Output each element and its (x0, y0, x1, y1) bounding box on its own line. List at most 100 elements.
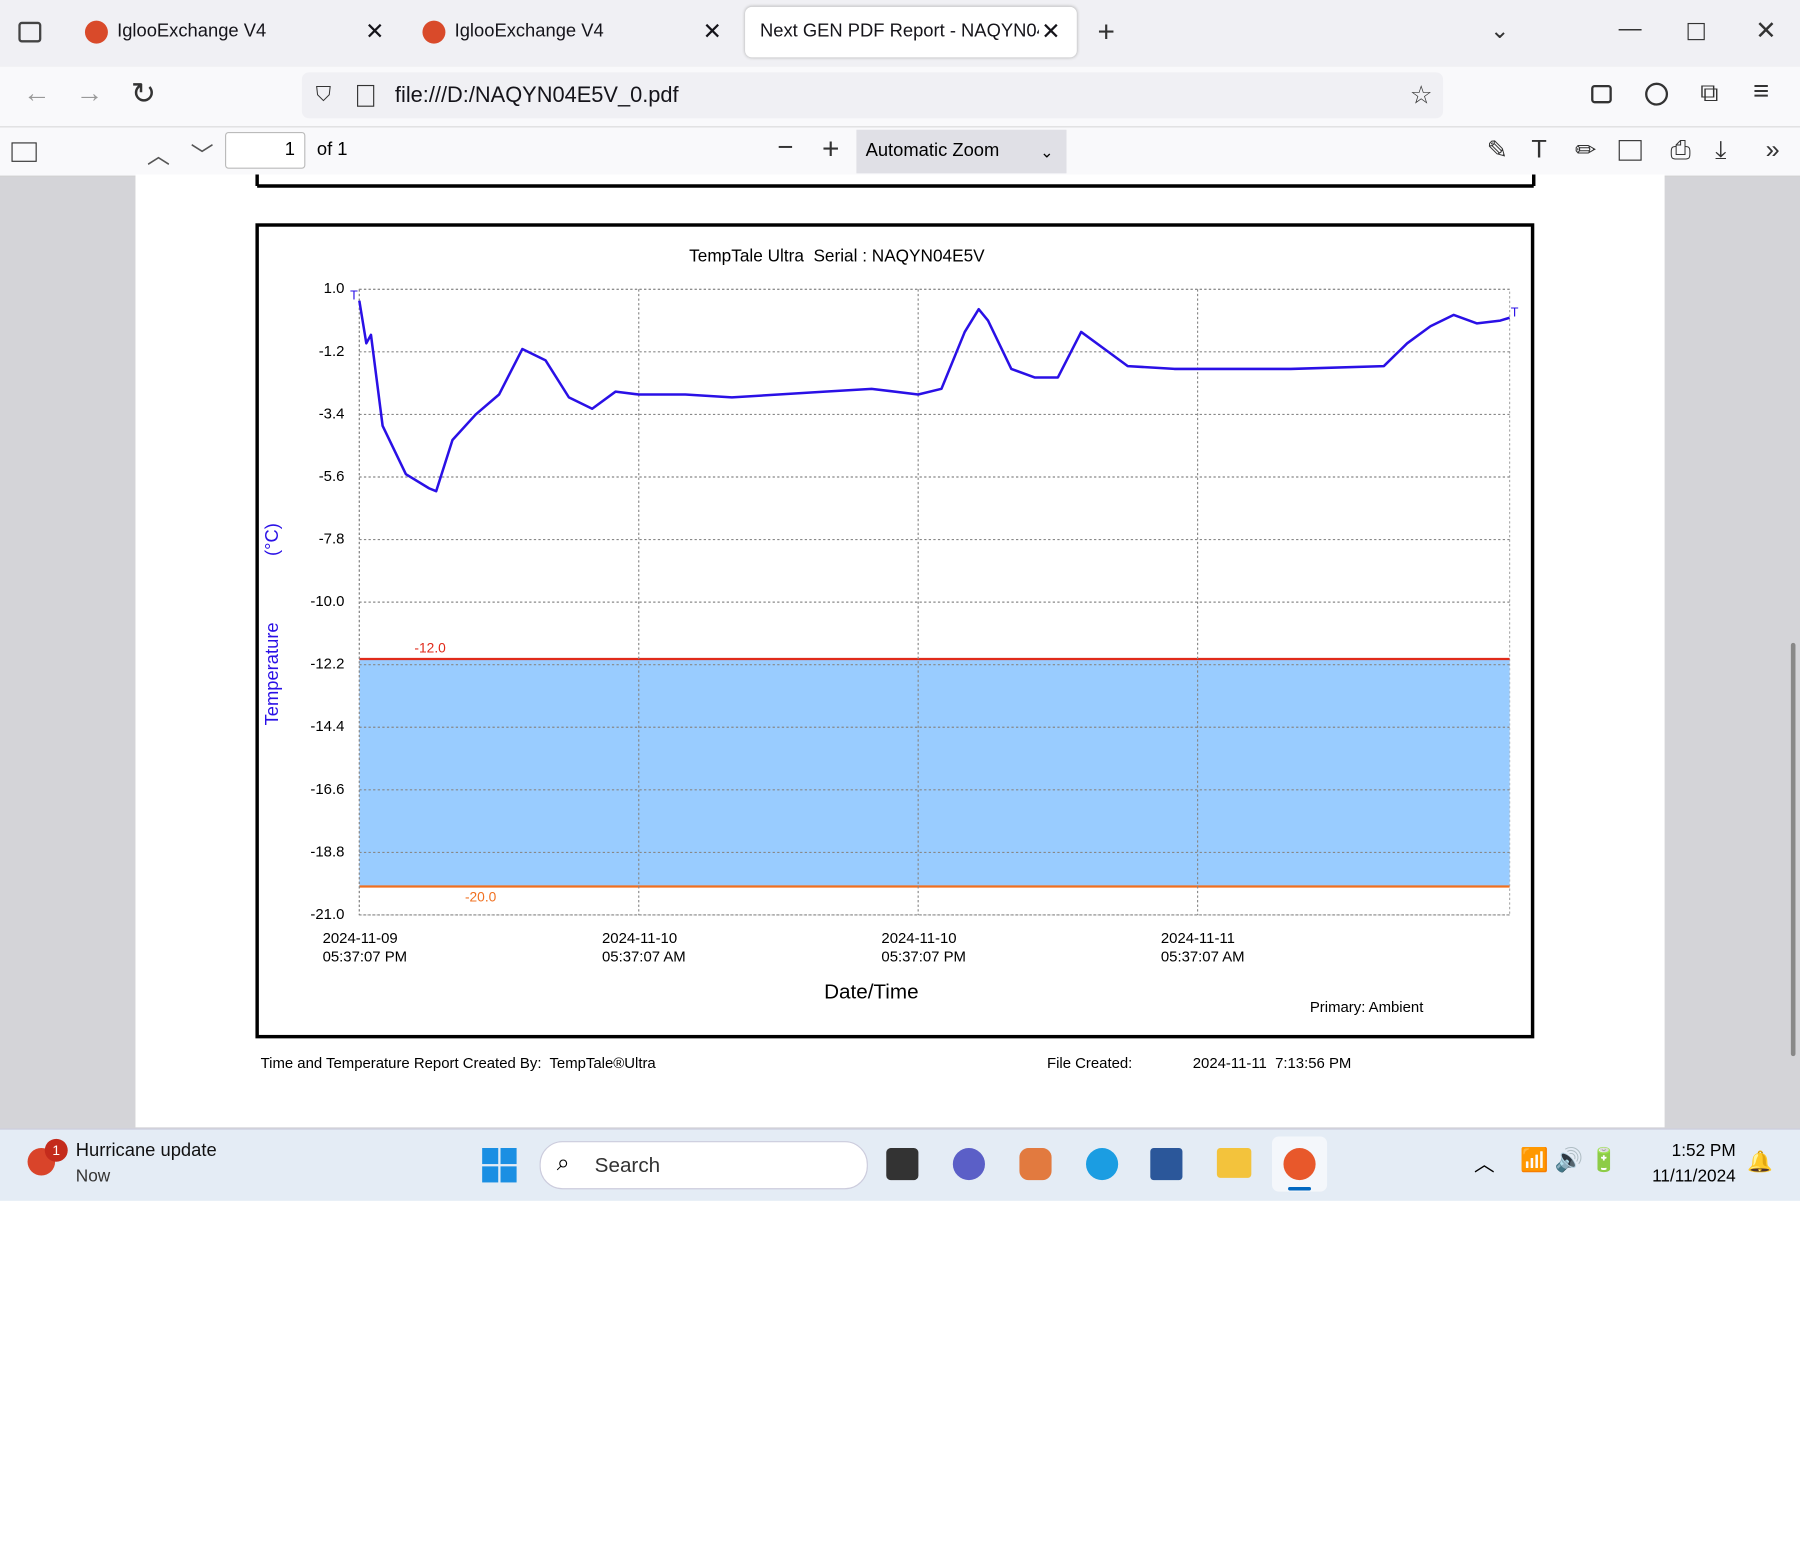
app-icon[interactable] (1150, 1148, 1183, 1181)
extensions[interactable]: ⧉ (1700, 78, 1719, 107)
start-button[interactable] (482, 1148, 517, 1183)
y-tick-label: -3.4 (319, 405, 345, 422)
minimize[interactable]: — (1618, 16, 1642, 42)
y-axis-label: Temperature (261, 622, 282, 725)
x-tick-date: 2024-11-09 (323, 930, 398, 947)
more-tools[interactable]: » (1765, 134, 1780, 164)
close-icon[interactable]: ✕ (1041, 19, 1061, 45)
close-window[interactable]: ✕ (1755, 16, 1777, 45)
text-tool[interactable]: T (1531, 134, 1547, 164)
notification-time: Now (75, 1166, 111, 1186)
clock-time[interactable]: 1:52 PM (1671, 1141, 1736, 1161)
app-icon[interactable] (886, 1148, 919, 1181)
tab-title: Next GEN PDF Report - NAQYN04E (759, 21, 1039, 42)
tab[interactable]: IglooExchange V4 ✕ (80, 7, 390, 58)
y-tick-label: -18.8 (310, 843, 344, 860)
active-app[interactable] (1271, 1136, 1328, 1192)
tab-title: IglooExchange V4 (454, 21, 604, 42)
url-text: file:///D:/NAQYN04E5V_0.pdf (394, 83, 679, 108)
next-page[interactable]: ﹀ (190, 143, 214, 169)
scrollbar[interactable] (1790, 642, 1796, 1057)
limit-label: -12.0 (414, 640, 446, 655)
notification-title[interactable]: Hurricane update (75, 1141, 217, 1161)
forward[interactable]: → (75, 78, 104, 110)
url-bar[interactable]: ⛉ file:///D:/NAQYN04E5V_0.pdf ☆ (301, 72, 1444, 119)
page-input[interactable]: 1 (225, 132, 306, 169)
start-marker: T (350, 288, 358, 302)
restore[interactable] (1687, 22, 1705, 41)
data-line (358, 300, 1510, 493)
x-tick-label: 2024-11-10 05:37:07 PM (881, 930, 966, 965)
print[interactable]: ⎙ (1670, 135, 1691, 165)
y-tick-label: 1.0 (324, 280, 345, 297)
pocket[interactable] (1591, 84, 1612, 104)
tab[interactable]: IglooExchange V4 ✕ (418, 7, 728, 58)
y-tick-label: -12.2 (310, 656, 344, 673)
page-count: of 1 (316, 140, 348, 160)
account[interactable] (1645, 82, 1669, 106)
active-tab[interactable]: Next GEN PDF Report - NAQYN04E ✕ (745, 6, 1077, 58)
taskbar: 1 Hurricane update Now ⌕ Search ︿ 📶 🔊 🔋 1… (0, 1128, 1800, 1201)
close-icon[interactable]: ✕ (365, 19, 385, 45)
file-created-value: 2024-11-11 7:13:56 PM (1193, 1055, 1352, 1072)
new-tab-button[interactable]: + (1097, 13, 1115, 49)
chart: TempTale Ultra Serial : NAQYN04E5V Tempe… (255, 174, 1536, 1072)
clock-date[interactable]: 11/11/2024 (1652, 1166, 1736, 1186)
end-marker: T (1511, 305, 1519, 319)
highlight-tool[interactable]: ✎ (1486, 135, 1508, 165)
zoom-out[interactable]: − (777, 132, 794, 164)
report-created-by: Time and Temperature Report Created By: … (261, 1055, 657, 1072)
chart-title: TempTale Ultra Serial : NAQYN04E5V (689, 246, 985, 266)
sidebar-toggle[interactable] (11, 142, 37, 162)
x-tick-time: 05:37:07 PM (323, 948, 408, 965)
y-axis-unit: (°C) (261, 523, 282, 556)
file-icon (357, 84, 375, 107)
pdf-toolbar: ︿ ﹀ 1 of 1 − + Automatic Zoom ⌄ ✎ T ✏ ⎙ ⤓… (0, 126, 1800, 177)
zoom-select[interactable]: Automatic Zoom ⌄ (856, 129, 1067, 174)
limit-label: -20.0 (465, 890, 497, 905)
x-tick-label: 2024-11-11 05:37:07 AM (1161, 930, 1245, 965)
x-tick-time: 05:37:07 PM (881, 948, 966, 965)
tab-bar: IglooExchange V4 ✕ IglooExchange V4 ✕ Next… (0, 0, 1800, 67)
zoom-text: Automatic Zoom (865, 141, 1000, 161)
pdf-page (135, 174, 1665, 1128)
notifications[interactable]: 🔔 (1747, 1150, 1773, 1174)
draw-tool[interactable]: ✏ (1575, 135, 1597, 165)
x-tick-date: 2024-11-11 (1161, 930, 1235, 947)
app-icon[interactable] (1216, 1148, 1252, 1178)
tray-expand[interactable]: ︿ (1474, 1152, 1495, 1176)
shield-icon: ⛉ (315, 82, 332, 106)
reload[interactable]: ↻ (130, 75, 156, 111)
y-tick-label: -16.6 (310, 781, 344, 798)
file-created-label: File Created: (1047, 1055, 1132, 1072)
close-icon[interactable]: ✕ (702, 19, 722, 45)
x-axis-label: Date/Time (824, 980, 919, 1003)
app-icon[interactable] (1019, 1148, 1052, 1181)
x-tick-label: 2024-11-09 05:37:07 PM (323, 930, 408, 965)
tab-menu[interactable]: ⌄ (1490, 18, 1510, 44)
search-placeholder: Search (594, 1153, 661, 1177)
bookmark-star[interactable]: ☆ (1409, 80, 1433, 110)
back[interactable]: ← (22, 78, 51, 110)
save[interactable]: ⤓ (1715, 135, 1727, 165)
chart-frame (255, 223, 1535, 1039)
tab-list-icon[interactable] (18, 21, 42, 43)
y-tick-label: -5.6 (319, 468, 345, 485)
x-tick-label: 2024-11-10 05:37:07 AM (602, 930, 686, 965)
limit-band (359, 659, 1510, 887)
y-tick-label: -10.0 (310, 593, 344, 610)
app-icon[interactable] (1086, 1148, 1119, 1181)
search-box[interactable]: ⌕ Search (539, 1141, 868, 1190)
x-tick-time: 05:37:07 AM (1161, 948, 1245, 965)
app-icon[interactable] (952, 1148, 985, 1181)
menu[interactable]: ≡ (1752, 75, 1770, 107)
image-tool[interactable] (1618, 140, 1642, 161)
legend-entry: Primary: Ambient (1310, 999, 1424, 1016)
zoom-in[interactable]: + (821, 130, 840, 166)
tray-icons[interactable]: 📶 🔊 🔋 (1519, 1148, 1619, 1174)
y-tick-label: -7.8 (319, 530, 345, 547)
y-tick-label: -14.4 (310, 718, 344, 735)
notification-badge: 1 (44, 1138, 68, 1162)
prev-page[interactable]: ︿ (146, 143, 170, 169)
x-tick-date: 2024-11-10 (602, 930, 677, 947)
